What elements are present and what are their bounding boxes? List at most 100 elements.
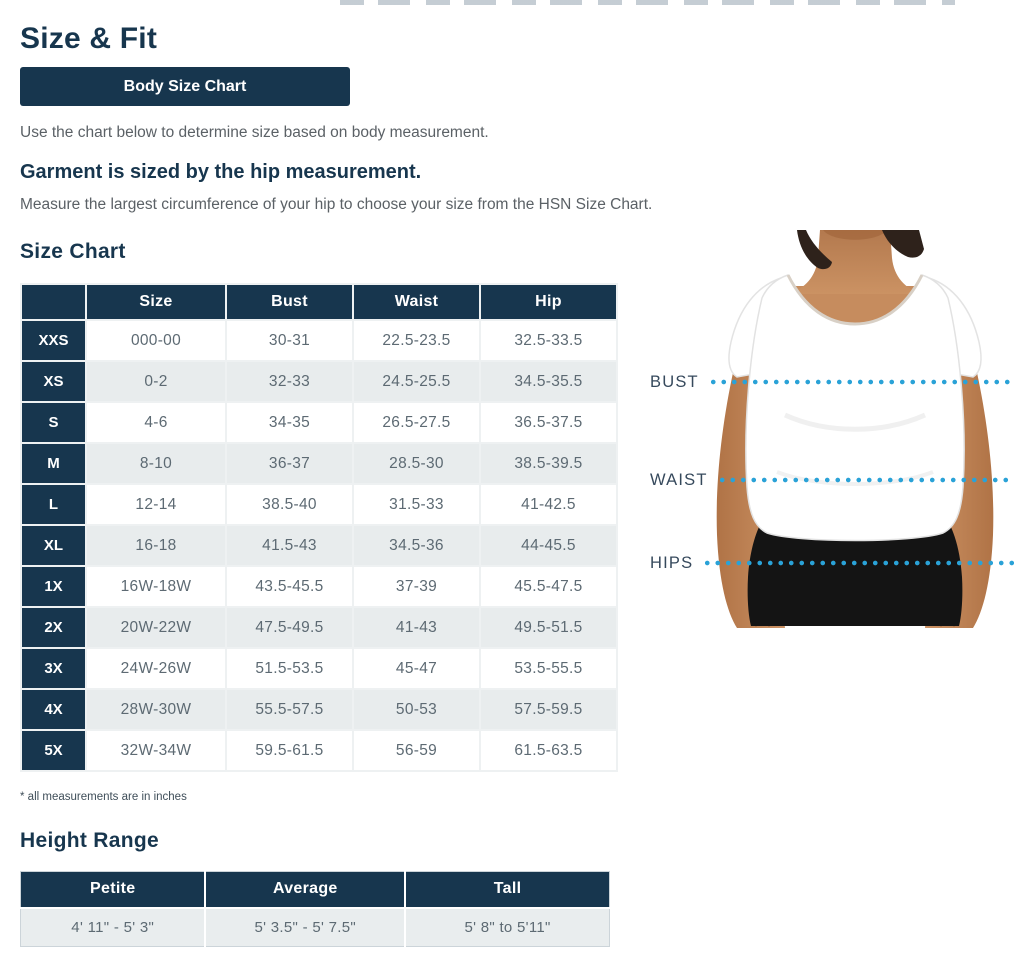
hip-value-cell: 61.5-63.5 <box>481 731 616 770</box>
average-value-cell: 5' 3.5" - 5' 7.5" <box>205 906 407 947</box>
size-table-body: XXS 000-00 30-31 22.5-23.5 32.5-33.5 XS 0-2 32-… <box>22 321 616 770</box>
cropped-text-artifact <box>340 0 955 5</box>
size-value-cell: 4-6 <box>87 403 225 442</box>
size-chart-heading: Size Chart <box>20 240 126 263</box>
size-value-cell: 16-18 <box>87 526 225 565</box>
petite-value-cell: 4' 11" - 5' 3" <box>20 906 207 947</box>
hair-right <box>882 230 924 258</box>
col-header-size: Size <box>87 285 225 319</box>
size-value-cell: 0-2 <box>87 362 225 401</box>
col-header-average: Average <box>205 871 407 908</box>
table-row: L 12-14 38.5-40 31.5-33 41-42.5 <box>22 485 616 524</box>
size-label-cell: L <box>22 485 85 524</box>
hip-value-cell: 49.5-51.5 <box>481 608 616 647</box>
bust-value-cell: 41.5-43 <box>227 526 352 565</box>
table-row: 4X 28W-30W 55.5-57.5 50-53 57.5-59.5 <box>22 690 616 729</box>
size-label-cell: 3X <box>22 649 85 688</box>
bust-value-cell: 47.5-49.5 <box>227 608 352 647</box>
hip-value-cell: 34.5-35.5 <box>481 362 616 401</box>
col-header-petite: Petite <box>20 871 207 908</box>
size-label-cell: 2X <box>22 608 85 647</box>
bust-label: BUST <box>650 372 699 391</box>
hip-value-cell: 41-42.5 <box>481 485 616 524</box>
hair-left <box>797 230 832 270</box>
bust-value-cell: 38.5-40 <box>227 485 352 524</box>
hips-dotted-line <box>702 560 1014 566</box>
bust-value-cell: 55.5-57.5 <box>227 690 352 729</box>
size-label-cell: XXS <box>22 321 85 360</box>
size-value-cell: 8-10 <box>87 444 225 483</box>
hip-value-cell: 32.5-33.5 <box>481 321 616 360</box>
bust-value-cell: 32-33 <box>227 362 352 401</box>
size-label-cell: S <box>22 403 85 442</box>
waist-value-cell: 34.5-36 <box>354 526 479 565</box>
waist-value-cell: 50-53 <box>354 690 479 729</box>
table-row: 3X 24W-26W 51.5-53.5 45-47 53.5-55.5 <box>22 649 616 688</box>
table-row: 2X 20W-22W 47.5-49.5 41-43 49.5-51.5 <box>22 608 616 647</box>
waist-value-cell: 31.5-33 <box>354 485 479 524</box>
height-table-header-row: Petite Average Tall <box>20 871 610 908</box>
col-header-tall: Tall <box>405 871 610 908</box>
waist-value-cell: 26.5-27.5 <box>354 403 479 442</box>
hip-value-cell: 44-45.5 <box>481 526 616 565</box>
bust-value-cell: 59.5-61.5 <box>227 731 352 770</box>
size-table-header-row: Size Bust Waist Hip <box>22 285 616 319</box>
table-row: M 8-10 36-37 28.5-30 38.5-39.5 <box>22 444 616 483</box>
size-value-cell: 16W-18W <box>87 567 225 606</box>
hip-value-cell: 57.5-59.5 <box>481 690 616 729</box>
table-row: XL 16-18 41.5-43 34.5-36 44-45.5 <box>22 526 616 565</box>
col-header-hip: Hip <box>481 285 616 319</box>
size-value-cell: 28W-30W <box>87 690 225 729</box>
size-value-cell: 24W-26W <box>87 649 225 688</box>
bust-value-cell: 43.5-45.5 <box>227 567 352 606</box>
table-row: S 4-6 34-35 26.5-27.5 36.5-37.5 <box>22 403 616 442</box>
table-row: XXS 000-00 30-31 22.5-23.5 32.5-33.5 <box>22 321 616 360</box>
height-range-heading: Height Range <box>20 829 159 852</box>
col-header-waist: Waist <box>354 285 479 319</box>
bust-measure-row: BUST <box>650 371 1014 393</box>
waist-value-cell: 41-43 <box>354 608 479 647</box>
garment-subtext: Measure the largest circumference of you… <box>20 196 653 213</box>
measurement-figure: BUST WAIST HIPS <box>635 230 1024 630</box>
size-value-cell: 000-00 <box>87 321 225 360</box>
tall-value-cell: 5' 8" to 5'11" <box>405 906 610 947</box>
bust-value-cell: 34-35 <box>227 403 352 442</box>
size-value-cell: 12-14 <box>87 485 225 524</box>
size-chart-table: Size Bust Waist Hip XXS 000-00 30-31 22.5-2… <box>20 283 618 772</box>
height-range-table: Petite Average Tall 4' 11" - 5' 3" 5' 3.… <box>20 871 610 947</box>
bust-value-cell: 51.5-53.5 <box>227 649 352 688</box>
waist-value-cell: 37-39 <box>354 567 479 606</box>
size-label-cell: XS <box>22 362 85 401</box>
waist-label: WAIST <box>650 470 708 489</box>
size-label-cell: XL <box>22 526 85 565</box>
page-title: Size & Fit <box>20 22 158 56</box>
waist-dotted-line <box>716 477 1014 483</box>
size-value-cell: 32W-34W <box>87 731 225 770</box>
body-size-chart-button[interactable]: Body Size Chart <box>20 67 350 106</box>
bust-value-cell: 36-37 <box>227 444 352 483</box>
measurements-footnote: * all measurements are in inches <box>20 791 187 803</box>
table-row: 1X 16W-18W 43.5-45.5 37-39 45.5-47.5 <box>22 567 616 606</box>
size-label-cell: M <box>22 444 85 483</box>
hip-value-cell: 53.5-55.5 <box>481 649 616 688</box>
waist-value-cell: 45-47 <box>354 649 479 688</box>
waist-value-cell: 56-59 <box>354 731 479 770</box>
waist-value-cell: 24.5-25.5 <box>354 362 479 401</box>
hip-value-cell: 45.5-47.5 <box>481 567 616 606</box>
hip-value-cell: 38.5-39.5 <box>481 444 616 483</box>
corner-cell <box>22 285 85 319</box>
hip-value-cell: 36.5-37.5 <box>481 403 616 442</box>
table-row: XS 0-2 32-33 24.5-25.5 34.5-35.5 <box>22 362 616 401</box>
bust-value-cell: 30-31 <box>227 321 352 360</box>
waist-measure-row: WAIST <box>650 469 1014 491</box>
waist-value-cell: 22.5-23.5 <box>354 321 479 360</box>
waist-value-cell: 28.5-30 <box>354 444 479 483</box>
size-label-cell: 4X <box>22 690 85 729</box>
intro-text: Use the chart below to determine size ba… <box>20 124 489 141</box>
garment-heading: Garment is sized by the hip measurement. <box>20 161 422 183</box>
size-value-cell: 20W-22W <box>87 608 225 647</box>
col-header-bust: Bust <box>227 285 352 319</box>
table-row: 5X 32W-34W 59.5-61.5 56-59 61.5-63.5 <box>22 731 616 770</box>
hips-measure-row: HIPS <box>650 552 1014 574</box>
